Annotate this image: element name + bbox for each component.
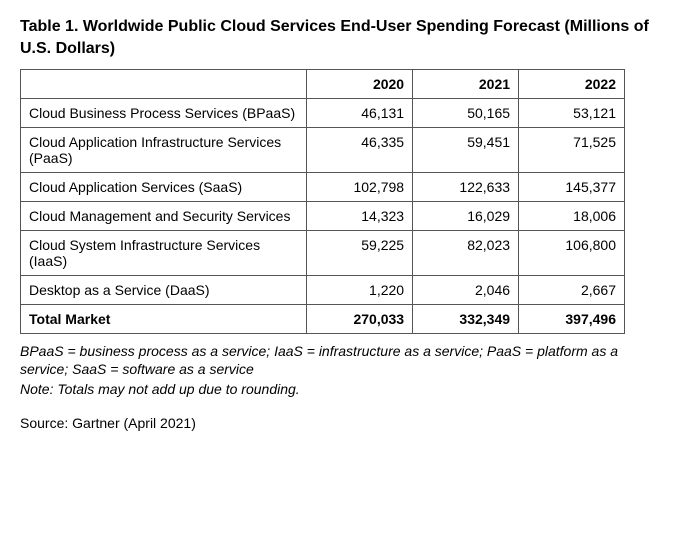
row-value: 50,165: [413, 99, 519, 128]
row-value: 82,023: [413, 231, 519, 276]
table-row: Cloud Application Infrastructure Service…: [21, 128, 625, 173]
row-label: Desktop as a Service (DaaS): [21, 276, 307, 305]
row-label: Cloud Application Services (SaaS): [21, 173, 307, 202]
table-total-row: Total Market 270,033 332,349 397,496: [21, 305, 625, 334]
row-label: Cloud System Infrastructure Services (Ia…: [21, 231, 307, 276]
header-year-2022: 2022: [519, 70, 625, 99]
row-value: 122,633: [413, 173, 519, 202]
row-value: 71,525: [519, 128, 625, 173]
source-line: Source: Gartner (April 2021): [20, 415, 680, 431]
row-value: 2,046: [413, 276, 519, 305]
row-value: 46,335: [307, 128, 413, 173]
row-value: 2,667: [519, 276, 625, 305]
table-row: Desktop as a Service (DaaS) 1,220 2,046 …: [21, 276, 625, 305]
row-value: 145,377: [519, 173, 625, 202]
total-value: 397,496: [519, 305, 625, 334]
header-blank: [21, 70, 307, 99]
row-value: 106,800: [519, 231, 625, 276]
table-header-row: 2020 2021 2022: [21, 70, 625, 99]
row-value: 46,131: [307, 99, 413, 128]
row-value: 16,029: [413, 202, 519, 231]
row-value: 14,323: [307, 202, 413, 231]
rounding-note: Note: Totals may not add up due to round…: [20, 381, 680, 397]
row-label: Cloud Business Process Services (BPaaS): [21, 99, 307, 128]
row-label: Cloud Management and Security Services: [21, 202, 307, 231]
row-value: 59,225: [307, 231, 413, 276]
total-label: Total Market: [21, 305, 307, 334]
total-value: 332,349: [413, 305, 519, 334]
header-year-2020: 2020: [307, 70, 413, 99]
row-value: 53,121: [519, 99, 625, 128]
header-year-2021: 2021: [413, 70, 519, 99]
table-row: Cloud Application Services (SaaS) 102,79…: [21, 173, 625, 202]
table-title: Table 1. Worldwide Public Cloud Services…: [20, 16, 680, 59]
row-value: 1,220: [307, 276, 413, 305]
row-value: 18,006: [519, 202, 625, 231]
total-value: 270,033: [307, 305, 413, 334]
forecast-table: 2020 2021 2022 Cloud Business Process Se…: [20, 69, 625, 334]
table-row: Cloud Business Process Services (BPaaS) …: [21, 99, 625, 128]
table-row: Cloud System Infrastructure Services (Ia…: [21, 231, 625, 276]
row-value: 59,451: [413, 128, 519, 173]
row-value: 102,798: [307, 173, 413, 202]
table-row: Cloud Management and Security Services 1…: [21, 202, 625, 231]
abbreviation-legend: BPaaS = business process as a service; I…: [20, 342, 660, 378]
row-label: Cloud Application Infrastructure Service…: [21, 128, 307, 173]
